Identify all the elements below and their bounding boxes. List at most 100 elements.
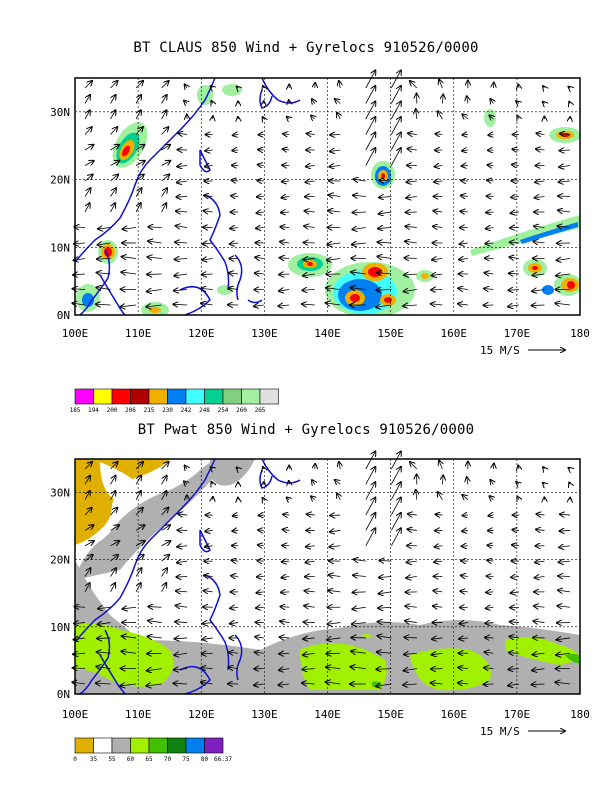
colorbar-swatch	[185, 388, 205, 405]
wind-vector-arrow	[432, 653, 443, 655]
colorbar-swatch	[93, 737, 113, 754]
wind-vector-arrow	[174, 653, 188, 655]
wind-vector-arrow	[407, 561, 417, 562]
wind-vector-arrow	[442, 95, 443, 104]
wind-vector-arrow	[365, 451, 376, 470]
wind-vector-arrow	[365, 513, 376, 531]
wind-vector-arrow	[509, 257, 520, 258]
wind-vector-arrow	[377, 256, 392, 258]
wind-vector-arrow	[96, 683, 111, 684]
wind-vector-arrow	[255, 637, 264, 638]
wind-vector-arrow	[254, 305, 264, 306]
moist-region	[505, 636, 580, 665]
wind-vector-arrow	[303, 653, 315, 655]
colorbar-swatch	[74, 388, 94, 405]
cloud-patch	[112, 122, 148, 168]
wind-vector-arrow	[135, 127, 143, 135]
wind-vector-arrow	[329, 166, 341, 167]
wind-vector-arrow	[330, 530, 341, 532]
longitude-label: 100E	[62, 708, 89, 721]
wind-vector-arrow	[404, 258, 417, 259]
wind-vector-arrow	[283, 134, 290, 135]
wind-vector-arrow	[337, 493, 340, 500]
wind-vector-arrow	[74, 227, 86, 228]
wind-vector-arrow	[147, 669, 162, 671]
wind-vector-arrow	[462, 114, 469, 119]
wind-vector-arrow	[161, 110, 167, 120]
wind-vector-arrow	[458, 288, 468, 289]
wind-vector-arrow	[535, 577, 545, 578]
wind-vector-arrow	[378, 242, 392, 243]
wind-vector-arrow	[302, 683, 315, 684]
moist-region	[362, 633, 372, 639]
wind-vector-arrow	[233, 515, 239, 516]
wind-vector-arrow	[148, 636, 162, 638]
wind-vector-arrow	[302, 290, 315, 291]
wind-vector-arrow	[376, 290, 392, 291]
wind-vector-arrow	[462, 495, 469, 500]
colorbar-label: 265	[255, 407, 266, 414]
wind-vector-arrow	[432, 274, 443, 276]
wind-vector-arrow	[135, 541, 145, 547]
wind-vector-arrow	[378, 228, 392, 229]
wind-vector-arrow	[228, 288, 239, 289]
wind-vector-arrow	[110, 476, 116, 485]
wind-vector-arrow	[232, 530, 239, 531]
wind-vector-arrow	[84, 568, 91, 577]
wind-vector-arrow	[97, 652, 111, 653]
wind-vector-arrow	[84, 127, 92, 135]
wind-vector-arrow	[404, 290, 417, 292]
wind-vector-arrow	[543, 467, 544, 469]
wind-vector-arrow	[97, 259, 111, 260]
cloud-patch	[416, 270, 434, 282]
wind-vector-arrow	[278, 684, 290, 685]
wind-vector-arrow	[328, 210, 341, 212]
longitude-label: 180	[570, 708, 590, 721]
wet-region	[565, 653, 580, 664]
wind-vector-arrow	[404, 274, 417, 275]
wind-vector-arrow	[326, 288, 341, 290]
wind-vector-arrow	[379, 197, 392, 198]
wind-vector-arrow	[329, 575, 341, 577]
wind-vector-arrow	[110, 81, 118, 89]
wind-vector-arrow	[335, 480, 340, 485]
wind-vector-arrow	[489, 496, 493, 500]
wind-vector-arrow	[534, 606, 545, 607]
wind-vector-arrow	[433, 211, 443, 212]
wind-vector-arrow	[289, 100, 290, 103]
wind-vector-arrow	[201, 288, 213, 289]
wind-vector-arrow	[98, 607, 111, 608]
wind-vector-arrow	[173, 683, 188, 684]
moisture-band	[210, 459, 255, 486]
wind-vector-arrow	[231, 196, 239, 197]
top-latitude-labels: 0N 10N 20N 30N	[50, 106, 70, 322]
wind-vector-arrow	[439, 461, 442, 470]
wind-vector-arrow	[461, 575, 468, 576]
wind-vector-arrow	[536, 133, 545, 134]
wind-vector-arrow	[96, 287, 111, 289]
wind-vector-arrow	[354, 559, 366, 561]
wind-vector-arrow	[433, 226, 443, 227]
wind-vector-arrow	[536, 514, 545, 515]
moist-region	[410, 648, 491, 691]
wind-vector-arrow	[232, 150, 239, 151]
wind-vector-arrow	[435, 514, 443, 515]
wind-vector-arrow	[176, 591, 188, 592]
top-colorbar: 185 194 200 206 215 230 242 248 254 260 265	[70, 388, 279, 414]
wind-vector-arrow	[255, 652, 264, 653]
wind-vector-arrow	[460, 591, 468, 592]
wind-vector-arrow	[435, 134, 443, 135]
wind-vector-arrow	[559, 530, 571, 531]
wind-vector-arrow	[73, 653, 86, 654]
colorbar-label: 194	[88, 407, 99, 414]
wind-vector-arrow	[161, 583, 167, 593]
wind-vector-arrow	[175, 242, 188, 243]
wind-vector-arrow	[263, 498, 264, 500]
wind-vector-arrow	[263, 86, 264, 88]
wind-vector-arrow	[433, 606, 443, 607]
wind-vector-arrow	[303, 638, 315, 639]
wind-vector-arrow	[110, 161, 120, 166]
wind-vector-arrow	[406, 197, 417, 199]
wind-vector-arrow	[73, 668, 86, 669]
wind-vector-arrow	[327, 243, 341, 245]
